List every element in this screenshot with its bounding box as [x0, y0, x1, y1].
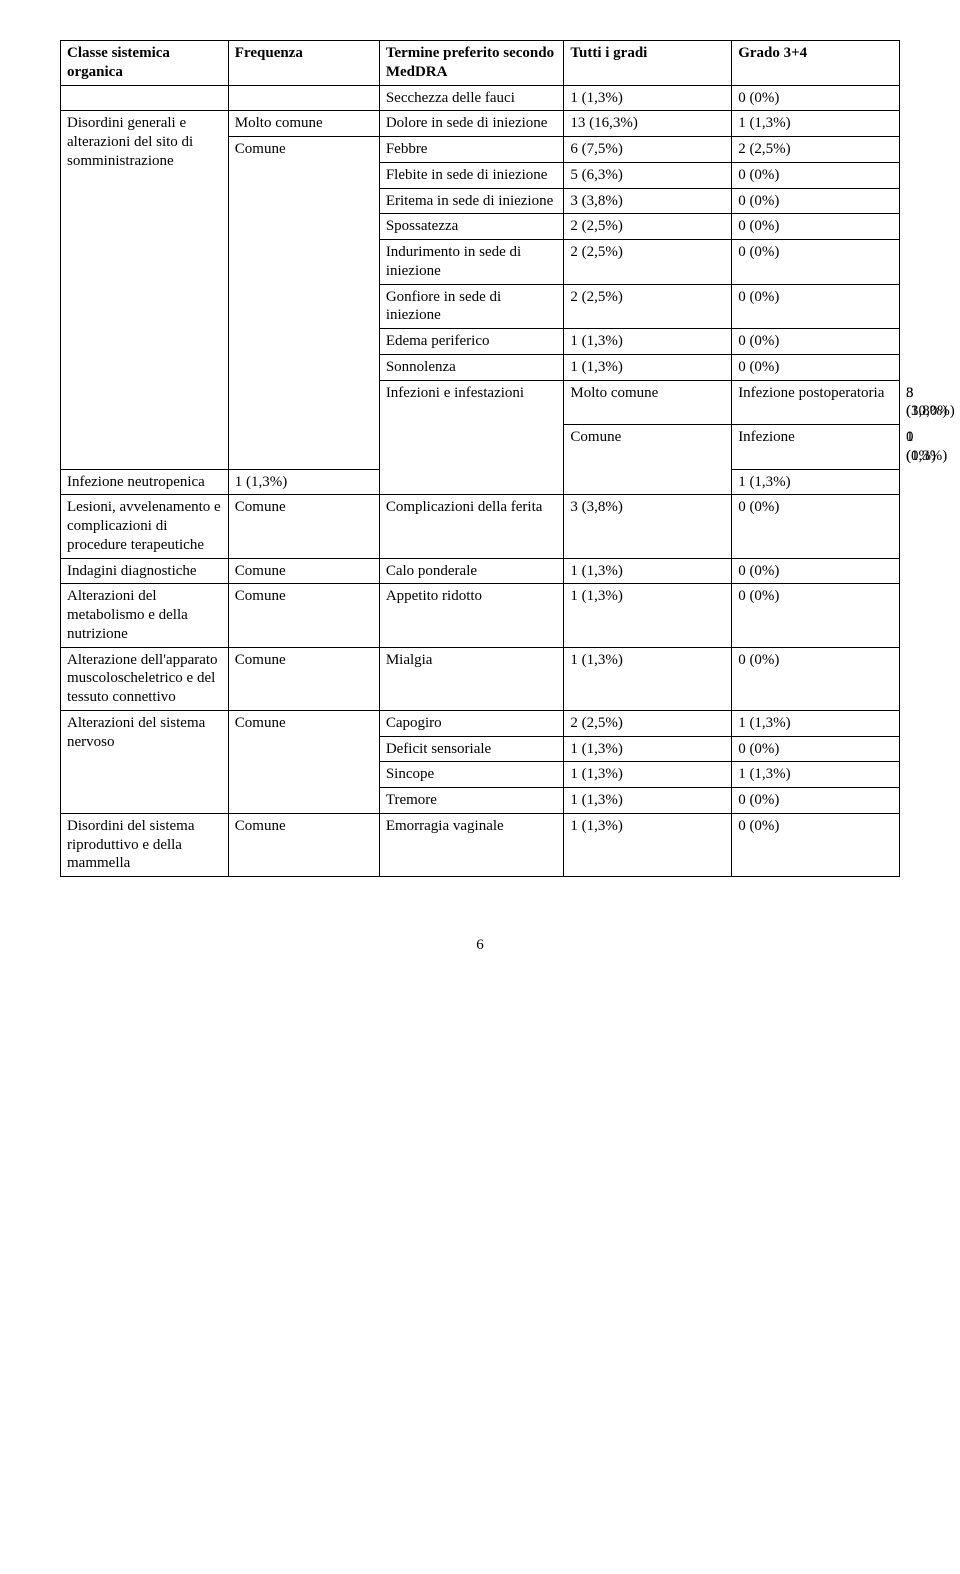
- cell-term: Appetito ridotto: [379, 584, 564, 647]
- cell-term: Flebite in sede di iniezione: [379, 162, 564, 188]
- header-frequency: Frequenza: [228, 41, 379, 86]
- cell-grade34: 1 (1,3%): [732, 469, 900, 495]
- cell-term: Calo ponderale: [379, 558, 564, 584]
- cell-grade34: 0 (0%): [732, 214, 900, 240]
- table-row: Alterazione dell'apparato muscoloschelet…: [61, 647, 900, 710]
- cell-grade34: 0 (0%): [732, 354, 900, 380]
- table-row: Indagini diagnosticheComuneCalo ponderal…: [61, 558, 900, 584]
- cell-class: Disordini generali e alterazioni del sit…: [61, 111, 229, 469]
- cell-grade34: 0 (0%): [732, 329, 900, 355]
- cell-term: Complicazioni della ferita: [379, 495, 564, 558]
- cell-class: Infezioni e infestazioni: [379, 380, 564, 495]
- cell-term: Edema periferico: [379, 329, 564, 355]
- table-row: Alterazioni del metabolismo e della nutr…: [61, 584, 900, 647]
- table-header-row: Classe sistemica organica Frequenza Term…: [61, 41, 900, 86]
- cell-grade34: 0 (0%): [732, 85, 900, 111]
- cell-grade34: 0 (0%): [732, 584, 900, 647]
- cell-grade34: 0 (0%): [732, 240, 900, 285]
- cell-term: Spossatezza: [379, 214, 564, 240]
- cell-frequency: Comune: [228, 813, 379, 876]
- cell-grade34: 1 (1,3%): [732, 710, 900, 736]
- cell-class: Alterazioni del sistema nervoso: [61, 710, 229, 813]
- cell-term: Indurimento in sede di iniezione: [379, 240, 564, 285]
- adverse-events-table: Classe sistemica organica Frequenza Term…: [60, 40, 900, 877]
- cell-frequency: Comune: [228, 647, 379, 710]
- header-grade34: Grado 3+4: [732, 41, 900, 86]
- cell-frequency: Comune: [228, 558, 379, 584]
- cell-term: Capogiro: [379, 710, 564, 736]
- cell-grade34: 0 (0%): [732, 495, 900, 558]
- cell-allgrades: 3 (3,8%): [564, 495, 732, 558]
- table-row: Disordini del sistema riproduttivo e del…: [61, 813, 900, 876]
- table-body: Secchezza delle fauci1 (1,3%)0 (0%)Disor…: [61, 85, 900, 877]
- cell-term: Eritema in sede di iniezione: [379, 188, 564, 214]
- cell-allgrades: 6 (7,5%): [564, 137, 732, 163]
- cell-term: Sonnolenza: [379, 354, 564, 380]
- header-class: Classe sistemica organica: [61, 41, 229, 86]
- header-allgrades: Tutti i gradi: [564, 41, 732, 86]
- cell-term: Deficit sensoriale: [379, 736, 564, 762]
- cell-allgrades: 1 (1,3%): [564, 736, 732, 762]
- cell-allgrades: 1 (1,3%): [228, 469, 379, 495]
- cell-allgrades: 1 (1,3%): [564, 354, 732, 380]
- cell-allgrades: 1 (1,3%): [564, 762, 732, 788]
- table-row: Disordini generali e alterazioni del sit…: [61, 111, 900, 137]
- cell-class: Alterazione dell'apparato muscoloschelet…: [61, 647, 229, 710]
- cell-allgrades: 3 (3,8%): [564, 188, 732, 214]
- cell-allgrades: 1 (1,3%): [564, 85, 732, 111]
- cell-allgrades: 1 (1,3%): [564, 813, 732, 876]
- cell-term: Mialgia: [379, 647, 564, 710]
- cell-allgrades: 2 (2,5%): [564, 284, 732, 329]
- cell-allgrades: 1 (1,3%): [564, 647, 732, 710]
- cell-grade34: 0 (0%): [732, 284, 900, 329]
- cell-grade34: 0 (0%): [732, 558, 900, 584]
- cell-class: [61, 85, 229, 111]
- cell-frequency: Comune: [564, 425, 732, 495]
- cell-allgrades: 5 (6,3%): [564, 162, 732, 188]
- cell-term: Sincope: [379, 762, 564, 788]
- cell-allgrades: 1 (1,3%): [564, 584, 732, 647]
- cell-term: Tremore: [379, 788, 564, 814]
- cell-term: Secchezza delle fauci: [379, 85, 564, 111]
- cell-grade34: 1 (1,3%): [732, 762, 900, 788]
- cell-allgrades: 2 (2,5%): [564, 710, 732, 736]
- cell-frequency: [228, 85, 379, 111]
- cell-grade34: 0 (0%): [732, 647, 900, 710]
- cell-term: Febbre: [379, 137, 564, 163]
- cell-grade34: 2 (2,5%): [732, 137, 900, 163]
- cell-class: Indagini diagnostiche: [61, 558, 229, 584]
- cell-allgrades: 1 (1,3%): [564, 329, 732, 355]
- cell-allgrades: 2 (2,5%): [564, 240, 732, 285]
- cell-term: Dolore in sede di iniezione: [379, 111, 564, 137]
- cell-grade34: 0 (0%): [732, 788, 900, 814]
- cell-allgrades: 1 (1,3%): [564, 558, 732, 584]
- page-number: 6: [60, 937, 900, 954]
- cell-frequency: Comune: [228, 710, 379, 813]
- cell-frequency: Molto comune: [228, 111, 379, 137]
- cell-term: Gonfiore in sede di iniezione: [379, 284, 564, 329]
- cell-grade34: 1 (1,3%): [732, 111, 900, 137]
- cell-frequency: Comune: [228, 137, 379, 470]
- cell-allgrades: 13 (16,3%): [564, 111, 732, 137]
- cell-class: Disordini del sistema riproduttivo e del…: [61, 813, 229, 876]
- cell-term: Infezione postoperatoria: [732, 380, 900, 425]
- cell-allgrades: 2 (2,5%): [564, 214, 732, 240]
- cell-class: Lesioni, avvelenamento e complicazioni d…: [61, 495, 229, 558]
- table-row: Lesioni, avvelenamento e complicazioni d…: [61, 495, 900, 558]
- cell-frequency: Comune: [228, 495, 379, 558]
- header-term: Termine preferito secondo MedDRA: [379, 41, 564, 86]
- cell-term: Infezione: [732, 425, 900, 470]
- cell-term: Emorragia vaginale: [379, 813, 564, 876]
- cell-grade34: 0 (0%): [732, 188, 900, 214]
- cell-grade34: 0 (0%): [732, 162, 900, 188]
- table-row: Alterazioni del sistema nervosoComuneCap…: [61, 710, 900, 736]
- cell-frequency: Comune: [228, 584, 379, 647]
- cell-frequency: Molto comune: [564, 380, 732, 425]
- cell-grade34: 0 (0%): [732, 813, 900, 876]
- table-row: Secchezza delle fauci1 (1,3%)0 (0%): [61, 85, 900, 111]
- cell-grade34: 0 (0%): [732, 736, 900, 762]
- cell-allgrades: 1 (1,3%): [564, 788, 732, 814]
- cell-class: Alterazioni del metabolismo e della nutr…: [61, 584, 229, 647]
- cell-term: Infezione neutropenica: [61, 469, 229, 495]
